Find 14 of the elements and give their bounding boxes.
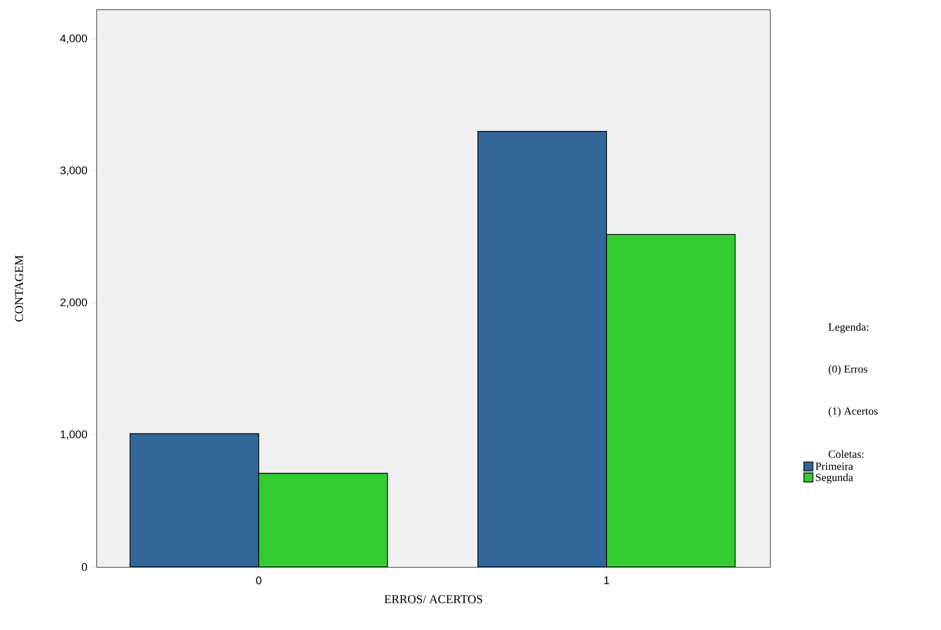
text: Legenda: bbox=[828, 323, 868, 333]
legend-label: Segunda bbox=[816, 473, 854, 484]
y-tick-label: 2,000 bbox=[60, 298, 88, 308]
y-axis-title: CONTAGEM bbox=[15, 255, 24, 322]
y-tick-label: 3,000 bbox=[60, 166, 88, 176]
text: (0) Erros bbox=[828, 365, 868, 375]
y-tick-label: 4,000 bbox=[60, 34, 88, 44]
legend-label: Primeira bbox=[816, 462, 854, 470]
y-tick-label: 0 bbox=[82, 563, 88, 571]
legend-title: Coletas: bbox=[828, 450, 864, 458]
y-tick-label: 1,000 bbox=[60, 430, 88, 440]
x-tick-label: 1 bbox=[604, 576, 610, 584]
x-axis-title: ERROS/ ACERTOS bbox=[384, 595, 482, 604]
text: (1) Acertos bbox=[828, 407, 878, 417]
